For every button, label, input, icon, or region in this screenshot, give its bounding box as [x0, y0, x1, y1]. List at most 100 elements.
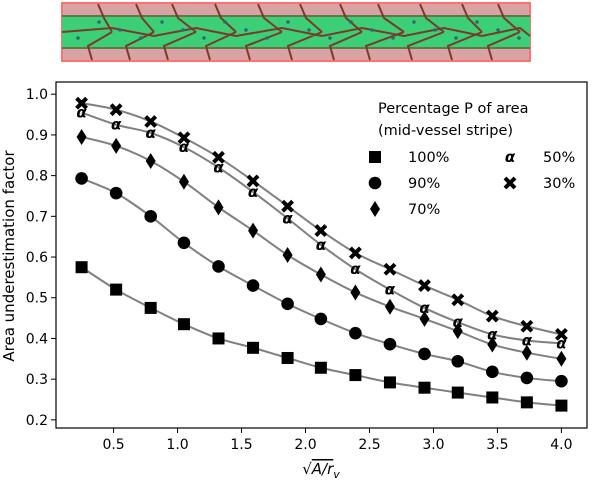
data-point-circle	[383, 337, 397, 351]
data-point-square	[451, 386, 464, 399]
data-point-diamond	[452, 323, 463, 340]
data-point-alpha: α	[522, 331, 533, 349]
legend-label: 90%	[408, 176, 440, 192]
data-point-square	[110, 283, 123, 296]
data-point-square	[555, 399, 568, 412]
data-point-cross	[109, 103, 123, 117]
vessel-nuclei	[76, 20, 521, 40]
vessel-nucleus	[265, 36, 269, 40]
vessel-nucleus	[328, 36, 332, 40]
legend-marker-alpha: α	[505, 148, 516, 166]
data-point-alpha: α	[487, 325, 498, 343]
x-tick-label: 4.0	[550, 437, 572, 453]
vessel-nucleus	[412, 20, 416, 24]
data-point-circle	[418, 347, 431, 361]
fit-line-alpha	[81, 111, 562, 345]
data-point-alpha: α	[453, 313, 464, 331]
data-point-circle	[177, 236, 191, 250]
data-point-square	[349, 369, 362, 382]
x-axis-label-main: A/r	[311, 460, 334, 478]
data-point-square	[418, 381, 431, 394]
vessel-illustration	[61, 2, 531, 62]
y-tick-label: 0.6	[26, 250, 48, 266]
data-point-alpha: α	[111, 116, 122, 134]
legend-title-line2: (mid-vessel stripe)	[378, 123, 513, 139]
vessel-nucleus	[202, 36, 206, 40]
data-point-diamond	[487, 336, 498, 353]
data-point-diamond	[111, 137, 122, 154]
x-tick-label: 1.5	[230, 437, 252, 453]
vessel-nucleus	[496, 28, 500, 32]
data-point-circle	[349, 326, 362, 340]
y-tick-label: 0.9	[26, 128, 48, 144]
data-point-square	[177, 318, 190, 331]
data-point-cross	[314, 224, 328, 237]
y-tick-label: 0.4	[26, 331, 48, 347]
legend-label: 30%	[543, 176, 575, 192]
legend: Percentage P of area (mid-vessel stripe)…	[368, 101, 575, 218]
data-point-circle	[281, 297, 294, 311]
data-point-square	[144, 301, 157, 314]
vessel-nucleus	[139, 36, 143, 40]
data-point-alpha: α	[76, 104, 87, 122]
data-point-cross	[485, 309, 499, 323]
legend-marker-cross	[503, 176, 517, 190]
x-tick-label: 1.0	[166, 437, 188, 453]
data-point-square	[486, 391, 499, 404]
data-point-cross	[212, 150, 225, 164]
vessel-nucleus	[433, 28, 437, 32]
data-point-alpha: α	[556, 334, 567, 352]
vessel-nucleus	[370, 28, 374, 32]
y-tick-label: 0.7	[26, 209, 48, 225]
data-point-square	[383, 376, 396, 389]
data-point-diamond	[350, 284, 361, 301]
x-axis-label-sub: v	[333, 468, 340, 481]
data-point-circle	[246, 279, 260, 292]
data-point-cross	[554, 327, 568, 341]
x-tick-label: 0.5	[102, 437, 124, 453]
y-tick-label: 0.3	[26, 372, 48, 388]
data-point-diamond	[213, 199, 224, 216]
vessel-nucleus	[307, 28, 311, 32]
data-point-alpha: α	[282, 209, 293, 227]
data-point-alpha: α	[248, 183, 259, 201]
data-point-cross	[144, 115, 158, 128]
data-point-diamond	[315, 266, 326, 283]
vessel-nucleus	[160, 20, 164, 24]
y-axis-ticks: 0.2 0.3 0.4 0.5 0.6 0.7 0.8 0.9 1.0	[26, 87, 56, 429]
x-tick-label: 2.0	[294, 437, 316, 453]
vessel-nucleus	[349, 20, 353, 24]
data-point-cross	[75, 96, 89, 110]
y-axis-label: Area underestimation factor	[0, 150, 18, 362]
vessel-cell-boundaries	[61, 3, 531, 61]
legend-marker-square	[369, 151, 381, 163]
data-point-cross	[177, 131, 191, 145]
vessel-nucleus	[517, 36, 521, 40]
vessel-nucleus	[97, 20, 101, 24]
data-point-alpha: α	[419, 299, 430, 317]
data-point-circle	[314, 312, 328, 326]
data-point-alpha: α	[385, 281, 396, 299]
data-point-circle	[109, 186, 123, 200]
data-point-square	[314, 361, 327, 374]
y-tick-label: 1.0	[26, 87, 48, 103]
x-tick-label: 2.5	[358, 437, 380, 453]
plot-area: α α α α α α α α α α α α α α α 0.5 1.0 1.5 2.0 2.5 3.0 3.5 4.0…	[26, 81, 588, 453]
legend-entries: 100% 90% 70% α 50% 30%	[368, 148, 575, 218]
data-point-square	[520, 396, 533, 409]
x-axis-label-sqrt: √	[302, 460, 312, 478]
legend-label: 50%	[543, 150, 575, 166]
data-point-diamond	[556, 350, 567, 367]
data-point-cross	[418, 279, 431, 292]
data-point-circle	[520, 371, 534, 385]
vessel-nucleus	[475, 20, 479, 24]
data-point-square	[75, 261, 88, 274]
legend-marker-circle	[368, 176, 382, 190]
data-point-circle	[75, 172, 88, 185]
data-point-square	[281, 351, 294, 364]
y-tick-label: 0.2	[26, 413, 48, 429]
y-tick-label: 0.8	[26, 169, 48, 185]
data-point-diamond	[178, 173, 189, 190]
data-point-cross	[451, 293, 465, 307]
